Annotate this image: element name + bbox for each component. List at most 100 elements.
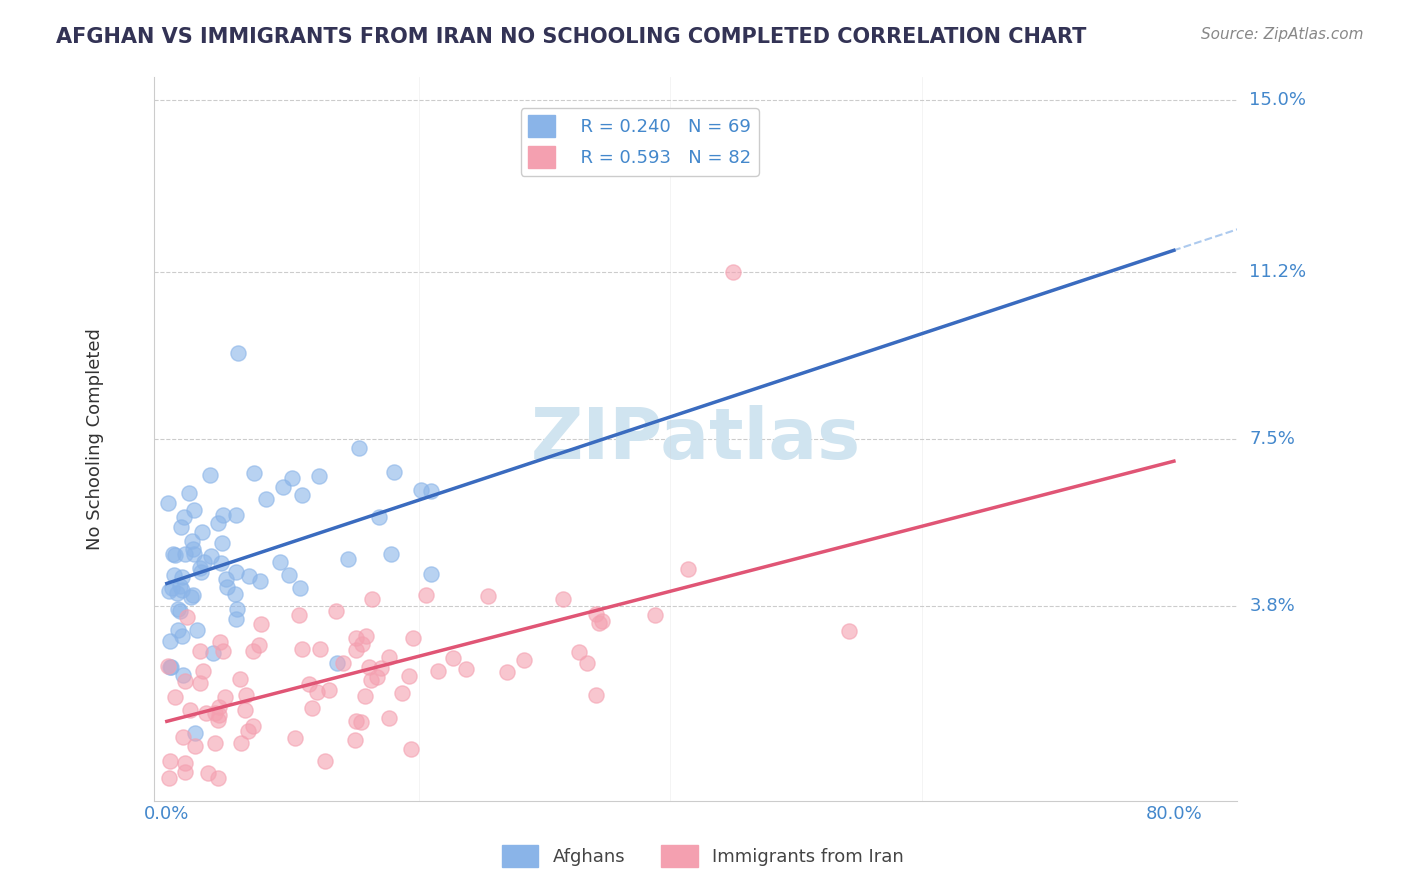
Immigrants from Iran	[184, 739, 207, 754]
Afghans	[380, 547, 402, 561]
Immigrants from Iran	[173, 756, 195, 770]
Legend:   R = 0.240   N = 69,   R = 0.593   N = 82: R = 0.240 N = 69, R = 0.593 N = 82	[520, 108, 759, 176]
Immigrants from Iran	[585, 607, 607, 621]
Afghans	[420, 567, 443, 582]
Immigrants from Iran	[441, 651, 464, 665]
Afghans	[184, 726, 207, 740]
Immigrants from Iran	[188, 675, 211, 690]
Immigrants from Iran	[188, 643, 211, 657]
Immigrants from Iran	[591, 614, 613, 628]
Afghans	[326, 657, 349, 671]
Text: No Schooling Completed: No Schooling Completed	[86, 328, 104, 550]
Immigrants from Iran	[174, 765, 197, 780]
Immigrants from Iran	[301, 701, 323, 715]
Immigrants from Iran	[415, 588, 437, 602]
Afghans	[226, 602, 249, 616]
Immigrants from Iran	[344, 642, 367, 657]
Afghans	[179, 485, 201, 500]
Immigrants from Iran	[352, 637, 374, 651]
Text: 11.2%: 11.2%	[1250, 263, 1306, 281]
Immigrants from Iran	[344, 732, 367, 747]
Immigrants from Iran	[723, 265, 745, 279]
Immigrants from Iran	[344, 631, 367, 645]
Afghans	[170, 520, 193, 534]
Afghans	[167, 623, 190, 637]
Afghans	[191, 525, 214, 540]
Afghans	[172, 668, 194, 682]
Afghans	[180, 534, 202, 549]
Immigrants from Iran	[496, 665, 519, 679]
Afghans	[159, 634, 181, 648]
Immigrants from Iran	[233, 703, 256, 717]
Immigrants from Iran	[576, 657, 599, 671]
Afghans	[411, 483, 433, 498]
Immigrants from Iran	[191, 665, 214, 679]
Afghans	[419, 484, 441, 499]
Afghans	[254, 492, 277, 507]
Text: ZIPatlas: ZIPatlas	[530, 405, 860, 474]
Text: Source: ZipAtlas.com: Source: ZipAtlas.com	[1201, 27, 1364, 42]
Immigrants from Iran	[360, 673, 382, 687]
Immigrants from Iran	[159, 754, 181, 768]
Afghans	[167, 601, 190, 615]
Immigrants from Iran	[204, 736, 226, 750]
Immigrants from Iran	[377, 711, 399, 725]
Afghans	[183, 547, 205, 561]
Afghans	[181, 588, 204, 602]
Afghans	[215, 580, 238, 594]
Afghans	[157, 496, 180, 510]
Immigrants from Iran	[157, 771, 180, 785]
Immigrants from Iran	[551, 591, 574, 606]
Immigrants from Iran	[676, 562, 699, 576]
Immigrants from Iran	[250, 617, 273, 632]
Afghans	[249, 574, 271, 588]
Afghans	[190, 565, 212, 579]
Afghans	[349, 441, 371, 455]
Afghans	[166, 585, 188, 599]
Afghans	[173, 509, 195, 524]
Afghans	[225, 565, 247, 579]
Afghans	[337, 552, 360, 566]
Immigrants from Iran	[398, 669, 420, 683]
Afghans	[163, 568, 186, 582]
Afghans	[308, 468, 330, 483]
Afghans	[269, 555, 291, 569]
Afghans	[159, 584, 181, 599]
Afghans	[209, 556, 232, 570]
Immigrants from Iran	[208, 635, 231, 649]
Immigrants from Iran	[344, 714, 367, 728]
Immigrants from Iran	[644, 608, 666, 623]
Immigrants from Iran	[307, 684, 329, 698]
Immigrants from Iran	[284, 731, 307, 745]
Text: 15.0%: 15.0%	[1250, 91, 1306, 109]
Afghans	[225, 612, 247, 626]
Immigrants from Iran	[204, 706, 226, 720]
Immigrants from Iran	[207, 771, 229, 785]
Afghans	[183, 503, 205, 517]
Immigrants from Iran	[477, 589, 499, 603]
Immigrants from Iran	[314, 754, 336, 768]
Afghans	[162, 547, 184, 561]
Immigrants from Iran	[402, 632, 425, 646]
Immigrants from Iran	[157, 659, 180, 673]
Afghans	[169, 604, 191, 618]
Immigrants from Iran	[174, 673, 197, 688]
Immigrants from Iran	[399, 742, 422, 756]
Afghans	[280, 471, 302, 485]
Immigrants from Iran	[354, 689, 377, 703]
Afghans	[172, 583, 194, 598]
Immigrants from Iran	[585, 688, 607, 702]
Immigrants from Iran	[513, 652, 536, 666]
Immigrants from Iran	[318, 683, 340, 698]
Immigrants from Iran	[236, 724, 259, 739]
Immigrants from Iran	[231, 736, 253, 750]
Afghans	[367, 510, 389, 524]
Afghans	[207, 516, 229, 531]
Immigrants from Iran	[291, 642, 314, 657]
Afghans	[160, 660, 183, 674]
Immigrants from Iran	[308, 641, 330, 656]
Immigrants from Iran	[568, 644, 591, 658]
Afghans	[243, 466, 266, 480]
Afghans	[212, 508, 235, 522]
Immigrants from Iran	[208, 699, 231, 714]
